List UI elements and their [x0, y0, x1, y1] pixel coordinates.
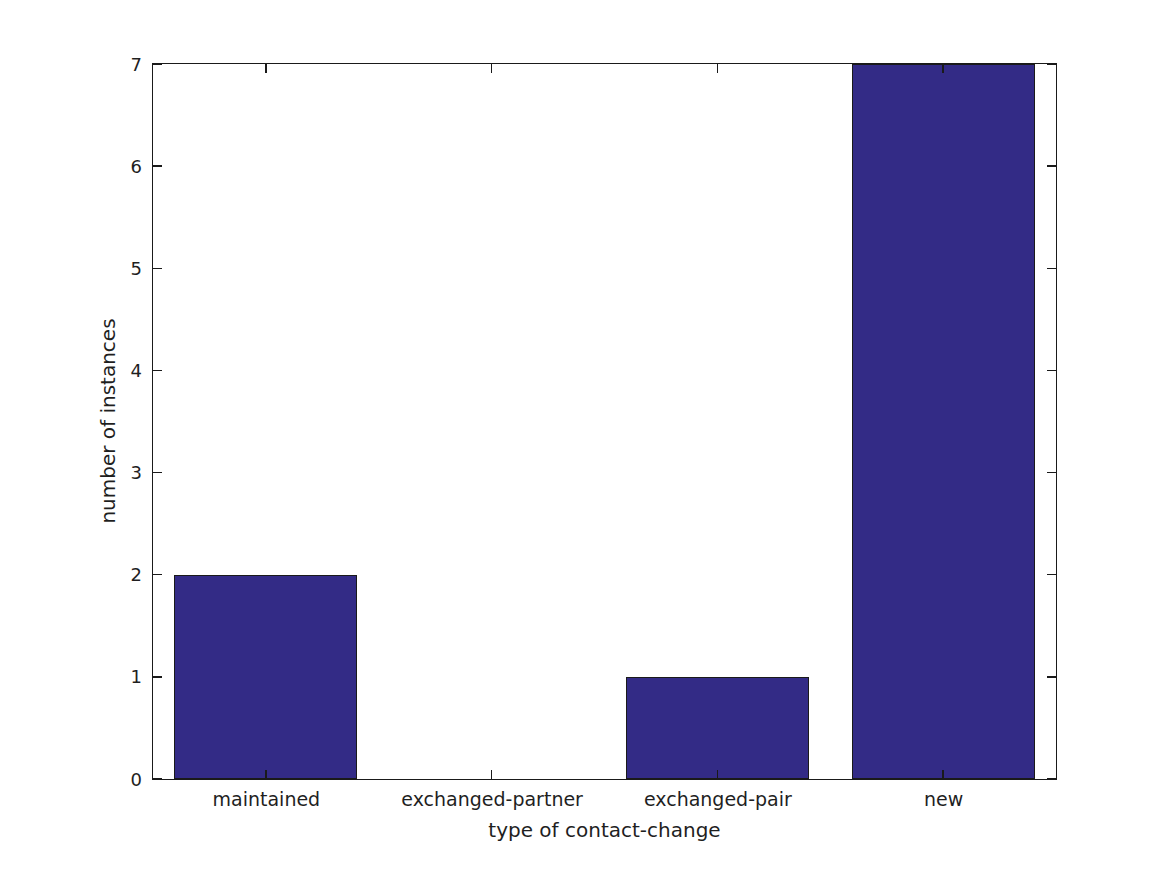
y-tick-right	[1047, 778, 1056, 780]
y-tick-left	[153, 63, 162, 65]
y-tick-right	[1047, 165, 1056, 167]
y-tick-label: 6	[94, 157, 142, 177]
y-axis-title: number of instances	[96, 318, 120, 523]
x-axis-title: type of contact-change	[152, 818, 1057, 842]
x-tick-top	[265, 64, 267, 73]
y-tick-left	[153, 472, 162, 474]
y-tick-label: 1	[94, 667, 142, 687]
y-tick-left	[153, 574, 162, 576]
y-tick-left	[153, 676, 162, 678]
y-tick-right	[1047, 574, 1056, 576]
x-tick-top	[491, 64, 493, 73]
y-tick-right	[1047, 63, 1056, 65]
y-tick-right	[1047, 370, 1056, 372]
y-tick-left	[153, 778, 162, 780]
x-tick-label: exchanged-pair	[608, 788, 828, 810]
y-tick-left	[153, 370, 162, 372]
y-tick-right	[1047, 676, 1056, 678]
bar-maintained	[174, 575, 357, 779]
y-tick-right	[1047, 472, 1056, 474]
y-tick-label: 4	[94, 361, 142, 381]
x-tick-bottom	[717, 770, 719, 779]
y-tick-left	[153, 165, 162, 167]
bar-chart-figure: number of instances type of contact-chan…	[0, 0, 1167, 875]
y-tick-right	[1047, 268, 1056, 270]
y-tick-label: 2	[94, 565, 142, 585]
y-tick-left	[153, 268, 162, 270]
y-tick-label: 0	[94, 770, 142, 790]
bar-exchanged-pair	[626, 677, 809, 779]
x-tick-label: exchanged-partner	[382, 788, 602, 810]
plot-area	[152, 63, 1057, 780]
x-tick-bottom	[265, 770, 267, 779]
y-tick-label: 5	[94, 259, 142, 279]
bar-new	[852, 64, 1035, 779]
x-tick-bottom	[942, 770, 944, 779]
x-tick-top	[942, 64, 944, 73]
x-tick-top	[717, 64, 719, 73]
x-tick-bottom	[491, 770, 493, 779]
x-tick-label: maintained	[156, 788, 376, 810]
y-tick-label: 3	[94, 463, 142, 483]
y-tick-label: 7	[94, 55, 142, 75]
x-tick-label: new	[834, 788, 1054, 810]
